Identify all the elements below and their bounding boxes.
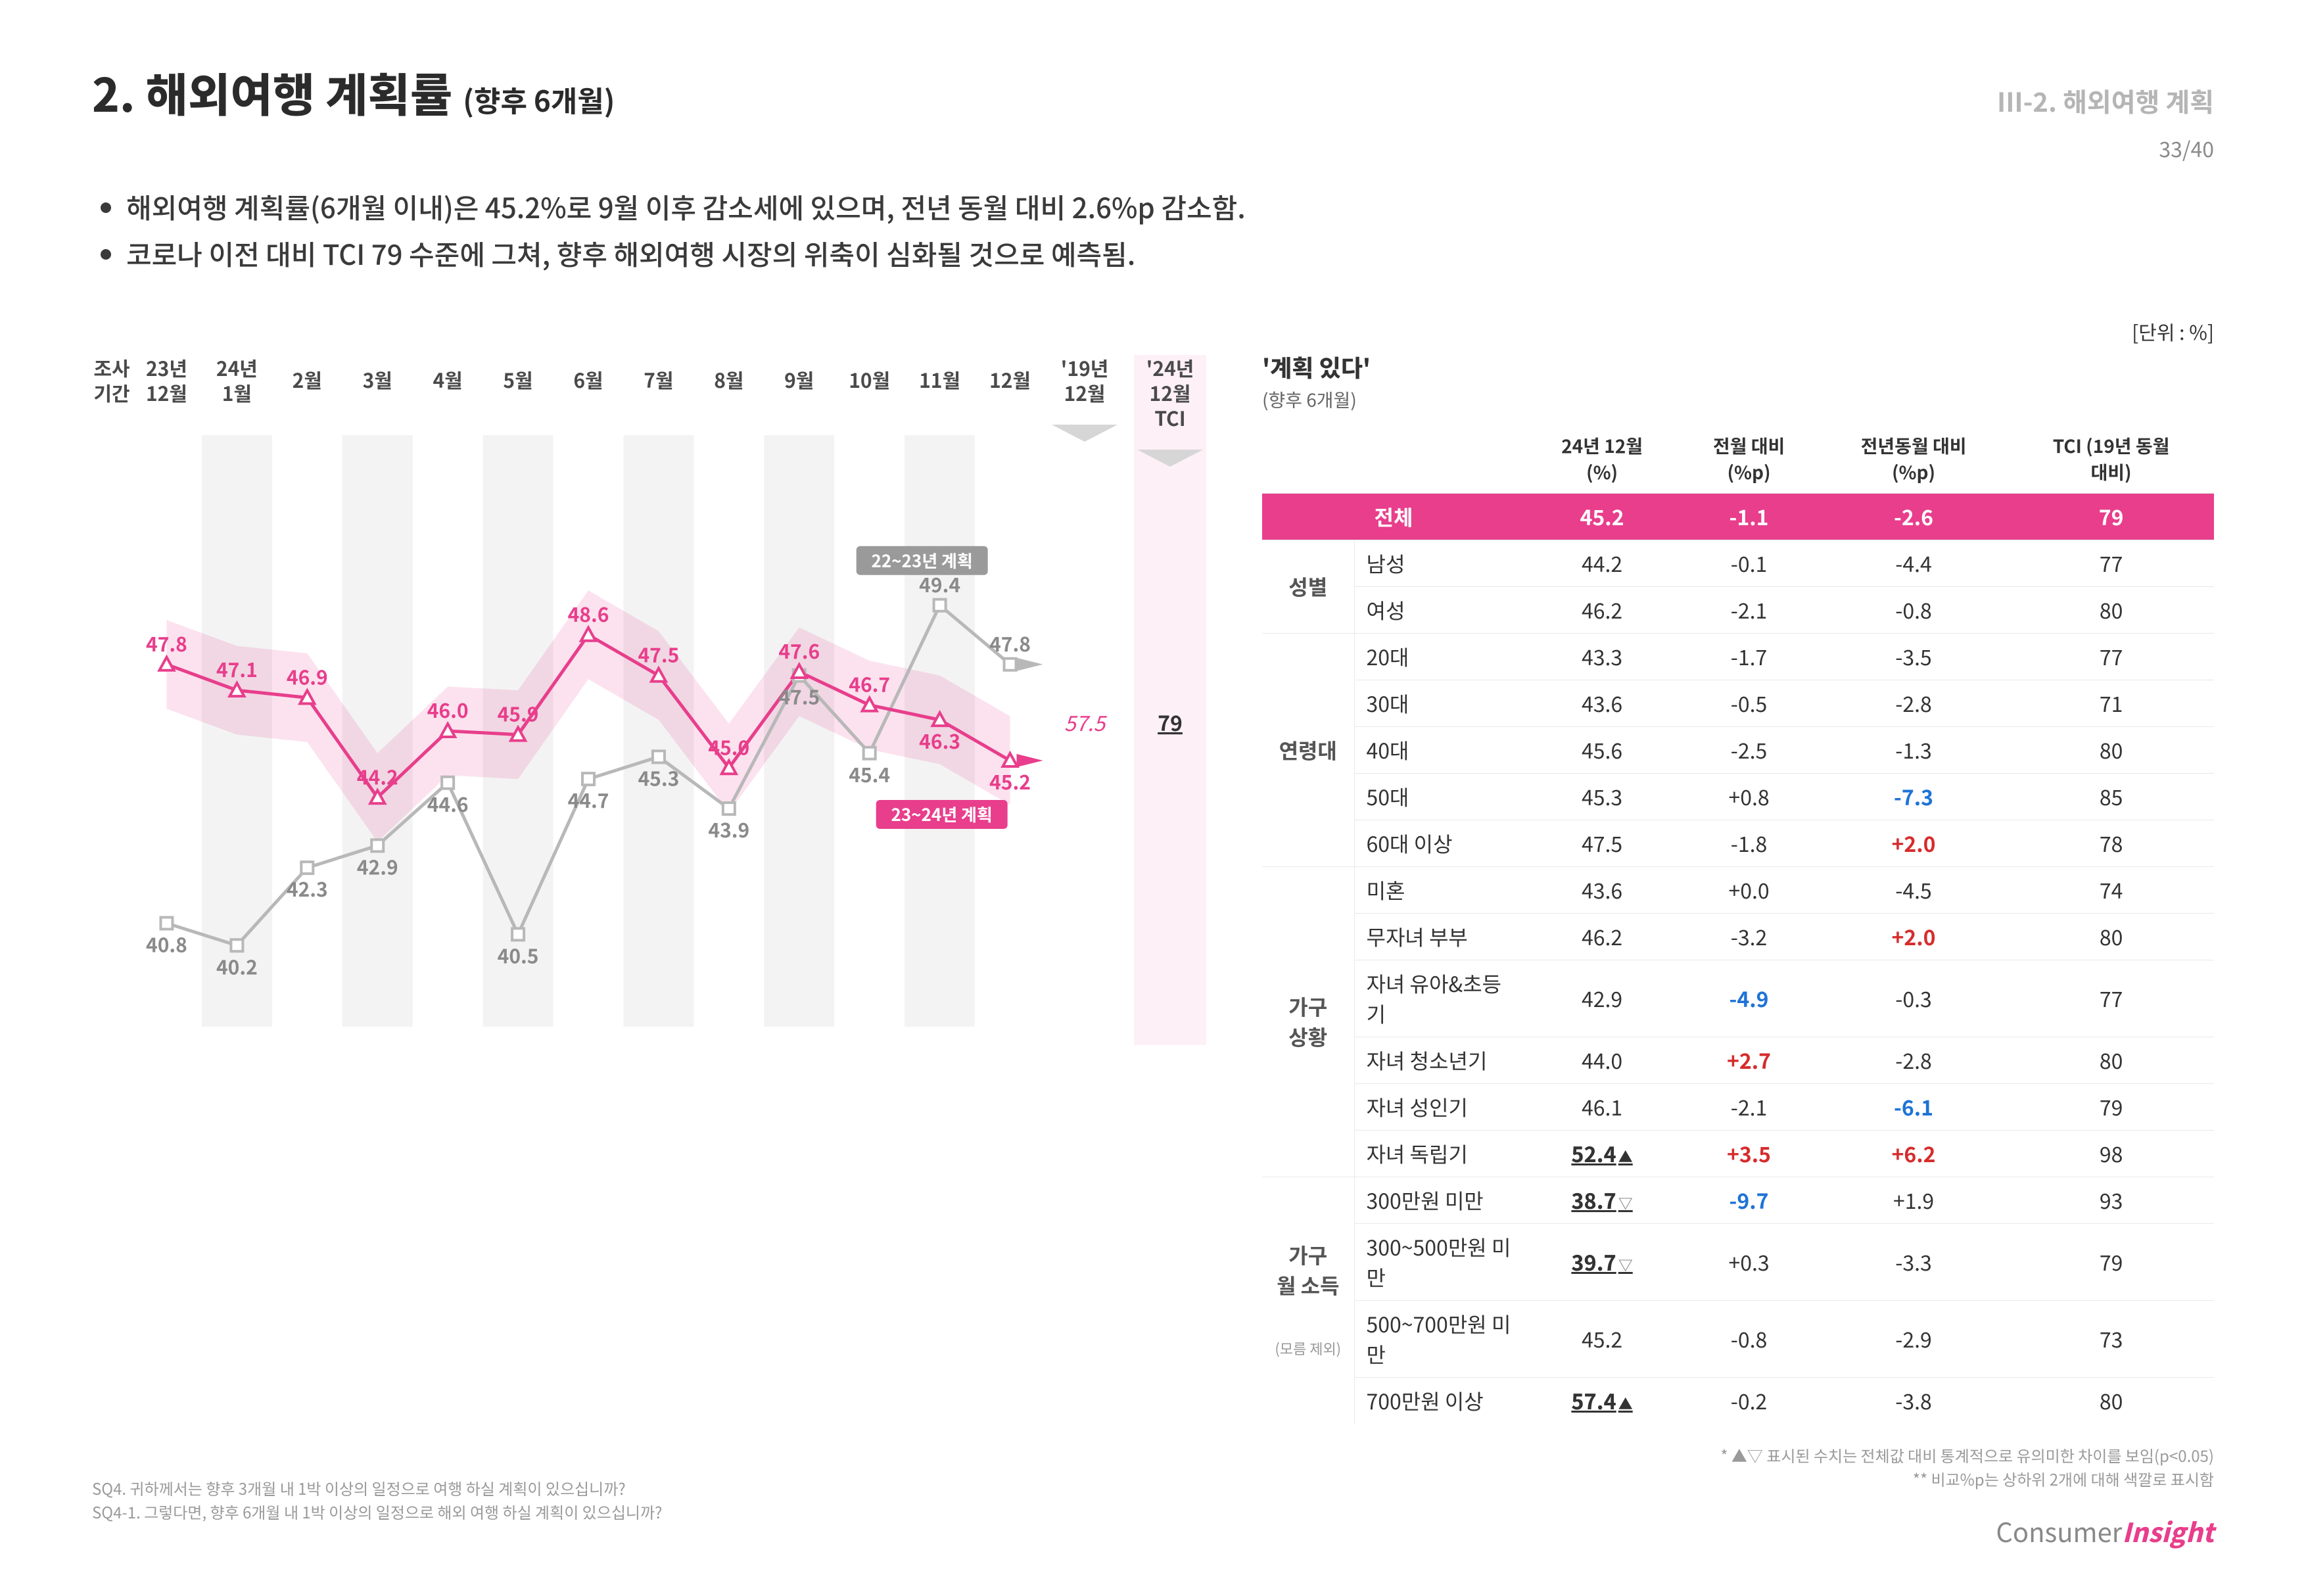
footnote: SQ4. 귀하께서는 향후 3개월 내 1박 이상의 일정으로 여행 하실 계획…: [92, 1476, 662, 1500]
svg-text:47.1: 47.1: [216, 654, 258, 683]
svg-text:10월: 10월: [849, 365, 890, 394]
svg-text:45.9: 45.9: [498, 698, 539, 727]
svg-text:42.3: 42.3: [287, 874, 328, 903]
svg-text:40.8: 40.8: [146, 929, 187, 958]
svg-text:46.9: 46.9: [287, 661, 328, 690]
svg-text:44.6: 44.6: [427, 789, 469, 818]
svg-text:45.2: 45.2: [989, 766, 1031, 795]
section-label: III-2. 해외여행 계획: [1997, 82, 2214, 120]
page-number: 33/40: [92, 133, 2214, 164]
footnote: SQ4-1. 그렇다면, 향후 6개월 내 1박 이상의 일정으로 해외 여행 …: [92, 1500, 662, 1524]
line-chart: 조사기간23년12월24년1월2월3월4월5월6월7월8월9월10월11월12월…: [92, 350, 1229, 1073]
bullet-item: 해외여행 계획률(6개월 이내)은 45.2%로 9월 이후 감소세에 있으며,…: [126, 183, 2214, 230]
svg-text:43.9: 43.9: [708, 814, 749, 843]
svg-text:47.6: 47.6: [778, 636, 820, 665]
footnote: ** 비교%p는 상하위 2개에 대해 색깔로 표시함: [1720, 1467, 2214, 1491]
svg-text:22~23년 계획: 22~23년 계획: [872, 548, 973, 573]
svg-text:47.5: 47.5: [778, 681, 820, 710]
svg-text:기간: 기간: [93, 378, 129, 407]
svg-text:46.7: 46.7: [849, 669, 890, 697]
table-title: '계획 있다': [1262, 350, 2214, 384]
svg-text:47.5: 47.5: [638, 639, 679, 668]
svg-text:44.2: 44.2: [357, 761, 398, 790]
svg-text:48.6: 48.6: [568, 599, 609, 628]
svg-text:23~24년 계획: 23~24년 계획: [891, 802, 993, 826]
svg-text:2월: 2월: [293, 365, 322, 394]
svg-text:TCI: TCI: [1154, 403, 1185, 432]
brand-consumer: Consumer: [1996, 1512, 2122, 1550]
table-area: '계획 있다' (향후 6개월) 24년 12월(%)전월 대비(%p)전년동월…: [1262, 350, 2214, 1424]
svg-text:45.3: 45.3: [638, 763, 679, 791]
svg-text:47.8: 47.8: [989, 628, 1031, 657]
svg-text:7월: 7월: [644, 365, 673, 394]
data-table: 24년 12월(%)전월 대비(%p)전년동월 대비(%p)TCI (19년 동…: [1262, 425, 2214, 1424]
svg-text:11월: 11월: [919, 365, 960, 394]
page-title: 2. 해외여행 계획률 (향후 6개월): [92, 59, 615, 126]
brand-insight: Insight: [2122, 1512, 2214, 1550]
svg-text:42.9: 42.9: [357, 851, 398, 880]
brand-logo: ConsumerInsight: [1996, 1512, 2214, 1550]
chart-area: 조사기간23년12월24년1월2월3월4월5월6월7월8월9월10월11월12월…: [92, 350, 1229, 1424]
table-subtitle: (향후 6개월): [1262, 387, 2214, 413]
svg-text:57.5: 57.5: [1064, 707, 1107, 738]
svg-text:45.0: 45.0: [708, 732, 749, 761]
svg-text:40.2: 40.2: [216, 951, 258, 980]
svg-text:46.3: 46.3: [919, 726, 960, 755]
svg-text:6월: 6월: [573, 365, 603, 394]
footnotes-right: * ▲▽ 표시된 수치는 전체값 대비 통계적으로 유의미한 차이를 보임(p<…: [1720, 1443, 2214, 1491]
svg-text:4월: 4월: [433, 365, 462, 394]
svg-text:1월: 1월: [222, 378, 252, 407]
svg-text:46.0: 46.0: [427, 695, 469, 724]
footnote: * ▲▽ 표시된 수치는 전체값 대비 통계적으로 유의미한 차이를 보임(p<…: [1720, 1443, 2214, 1467]
svg-text:12월: 12월: [1064, 378, 1106, 407]
svg-text:47.8: 47.8: [146, 628, 187, 657]
content-row: 조사기간23년12월24년1월2월3월4월5월6월7월8월9월10월11월12월…: [92, 350, 2214, 1424]
svg-text:5월: 5월: [503, 365, 532, 394]
svg-text:40.5: 40.5: [498, 940, 539, 969]
svg-text:44.7: 44.7: [568, 785, 609, 814]
bullet-list: 해외여행 계획률(6개월 이내)은 45.2%로 9월 이후 감소세에 있으며,…: [110, 183, 2214, 277]
svg-text:45.4: 45.4: [849, 759, 890, 788]
title-main: 2. 해외여행 계획률: [92, 59, 463, 126]
footnotes-left: SQ4. 귀하께서는 향후 3개월 내 1박 이상의 일정으로 여행 하실 계획…: [92, 1476, 662, 1524]
unit-label: [단위 : %]: [92, 317, 2214, 346]
svg-text:12월: 12월: [989, 365, 1031, 394]
svg-text:79: 79: [1158, 707, 1183, 738]
svg-text:8월: 8월: [714, 365, 743, 394]
header: 2. 해외여행 계획률 (향후 6개월) III-2. 해외여행 계획: [92, 59, 2214, 126]
title-sub: (향후 6개월): [463, 78, 615, 120]
svg-text:3월: 3월: [363, 365, 392, 394]
svg-text:12월: 12월: [146, 378, 187, 407]
bullet-item: 코로나 이전 대비 TCI 79 수준에 그쳐, 향후 해외여행 시장의 위축이…: [126, 230, 2214, 277]
svg-text:9월: 9월: [784, 365, 814, 394]
